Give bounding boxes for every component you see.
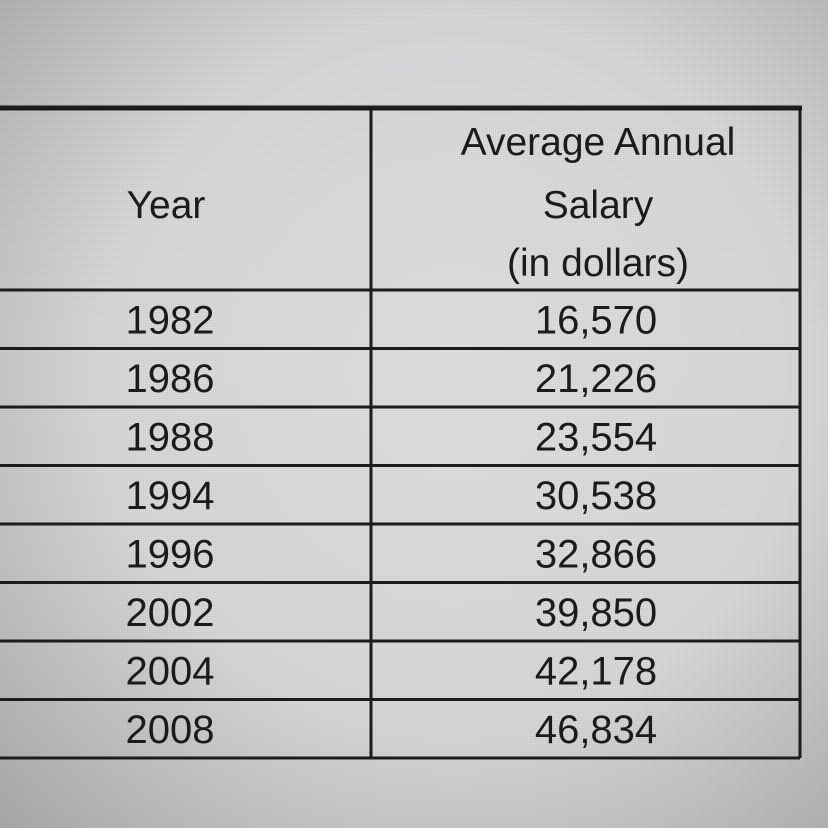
salary-cell: 32,866: [535, 532, 657, 576]
table-row: 1982 16,570: [126, 298, 658, 342]
salary-cell: 16,570: [535, 298, 657, 342]
table-header: Year Average Annual Salary (in dollars): [127, 121, 736, 285]
salary-cell: 39,850: [535, 591, 657, 635]
year-cell: 2008: [126, 708, 215, 752]
header-salary-line-2: Salary: [543, 184, 654, 227]
salary-cell: 23,554: [535, 415, 657, 459]
table-row: 1986 21,226: [126, 357, 658, 401]
salary-cell: 46,834: [535, 708, 657, 752]
table-row: 1988 23,554: [126, 415, 658, 459]
year-cell: 2002: [126, 591, 215, 635]
header-salary-line-1: Average Annual: [461, 121, 736, 164]
year-cell: 1988: [126, 415, 215, 459]
salary-cell: 42,178: [535, 649, 657, 693]
table-row: 2008 46,834: [126, 708, 658, 752]
table-row: 2004 42,178: [126, 649, 658, 693]
year-cell: 1986: [126, 357, 215, 401]
table-grid: [0, 105, 802, 760]
salary-cell: 21,226: [535, 357, 657, 401]
table-body: 1982 16,570 1986 21,226 1988 23,554 1994 30,538…: [126, 298, 658, 752]
year-cell: 1982: [126, 298, 215, 342]
table-row: 1996 32,866: [126, 532, 658, 576]
year-cell: 1994: [126, 474, 215, 518]
salary-cell: 30,538: [535, 474, 657, 518]
header-salary-line-3: (in dollars): [507, 242, 689, 285]
year-cell: 2004: [126, 649, 215, 693]
table-row: 1994 30,538: [126, 474, 658, 518]
year-cell: 1996: [126, 532, 215, 576]
table-row: 2002 39,850: [126, 591, 658, 635]
header-year: Year: [127, 184, 206, 227]
